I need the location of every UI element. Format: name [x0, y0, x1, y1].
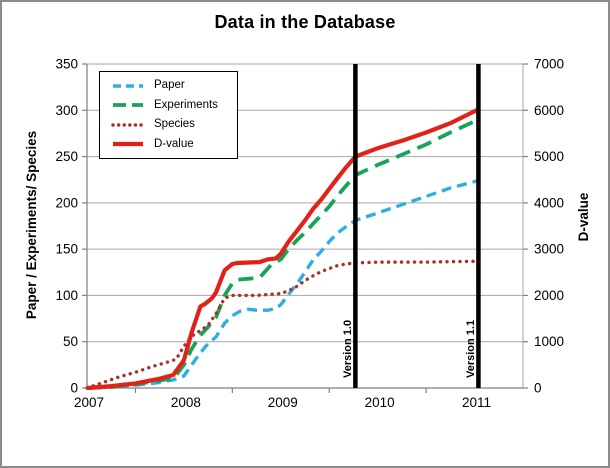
y-axis-left-tick-label: 100 [55, 288, 78, 303]
y-axis-left-tick-label: 300 [55, 103, 78, 118]
x-axis-tick-label: 2008 [171, 395, 201, 410]
x-axis-tick-label: 2009 [268, 395, 298, 410]
y-axis-left-tick-label: 350 [55, 57, 78, 72]
chart-title: Data in the Database [214, 12, 396, 32]
version-line-label: Version 1.1 [465, 320, 477, 378]
y-axis-right-tick-label: 2000 [534, 288, 564, 303]
series-line-experiments [86, 117, 480, 390]
legend-label: Species [154, 118, 195, 130]
y-axis-left-tick-label: 150 [55, 242, 78, 257]
y-axis-left-tick-label: 200 [55, 195, 78, 210]
y-axis-left-tick-label: 250 [55, 149, 78, 164]
y-axis-right-tick-label: 7000 [534, 57, 564, 72]
y-axis-right-tick-label: 4000 [534, 195, 564, 210]
x-axis-tick-label: 2007 [74, 395, 104, 410]
y-axis-right-tick-label: 5000 [534, 149, 564, 164]
legend-line-sample-d-value [113, 142, 143, 147]
legend-line-sample-experiments [113, 103, 143, 108]
y-axis-right-tick-label: 1000 [534, 334, 564, 349]
legend-label: Experiments [154, 98, 218, 111]
legend-item-experiments: Experiments [111, 98, 233, 112]
x-axis-tick-label: 2011 [462, 395, 491, 410]
legend-item-paper: Paper [111, 79, 233, 92]
legend-item-species: Species [111, 118, 233, 131]
y-axis-right-tick-label: 3000 [534, 242, 564, 257]
legend-line-sample-paper [113, 84, 143, 88]
y-axis-right-tick-label: 0 [534, 381, 542, 396]
y-axis-left-tick-label: 0 [70, 381, 78, 396]
legend-item-d-value: D-value [111, 137, 233, 151]
legend-line-sample-species [111, 123, 145, 127]
series-line-paper [86, 178, 479, 390]
legend-label: D-value [154, 137, 194, 150]
y-axis-right-tick-label: 6000 [534, 103, 564, 118]
x-axis-tick-label: 2010 [365, 395, 395, 410]
version-line-label: Version 1.0 [342, 320, 354, 378]
y-axis-left-tick-label: 50 [63, 334, 78, 349]
series-line-species [85, 259, 481, 390]
legend: Paper Experiments Species D-value [99, 71, 238, 159]
legend-label: Paper [154, 79, 185, 91]
